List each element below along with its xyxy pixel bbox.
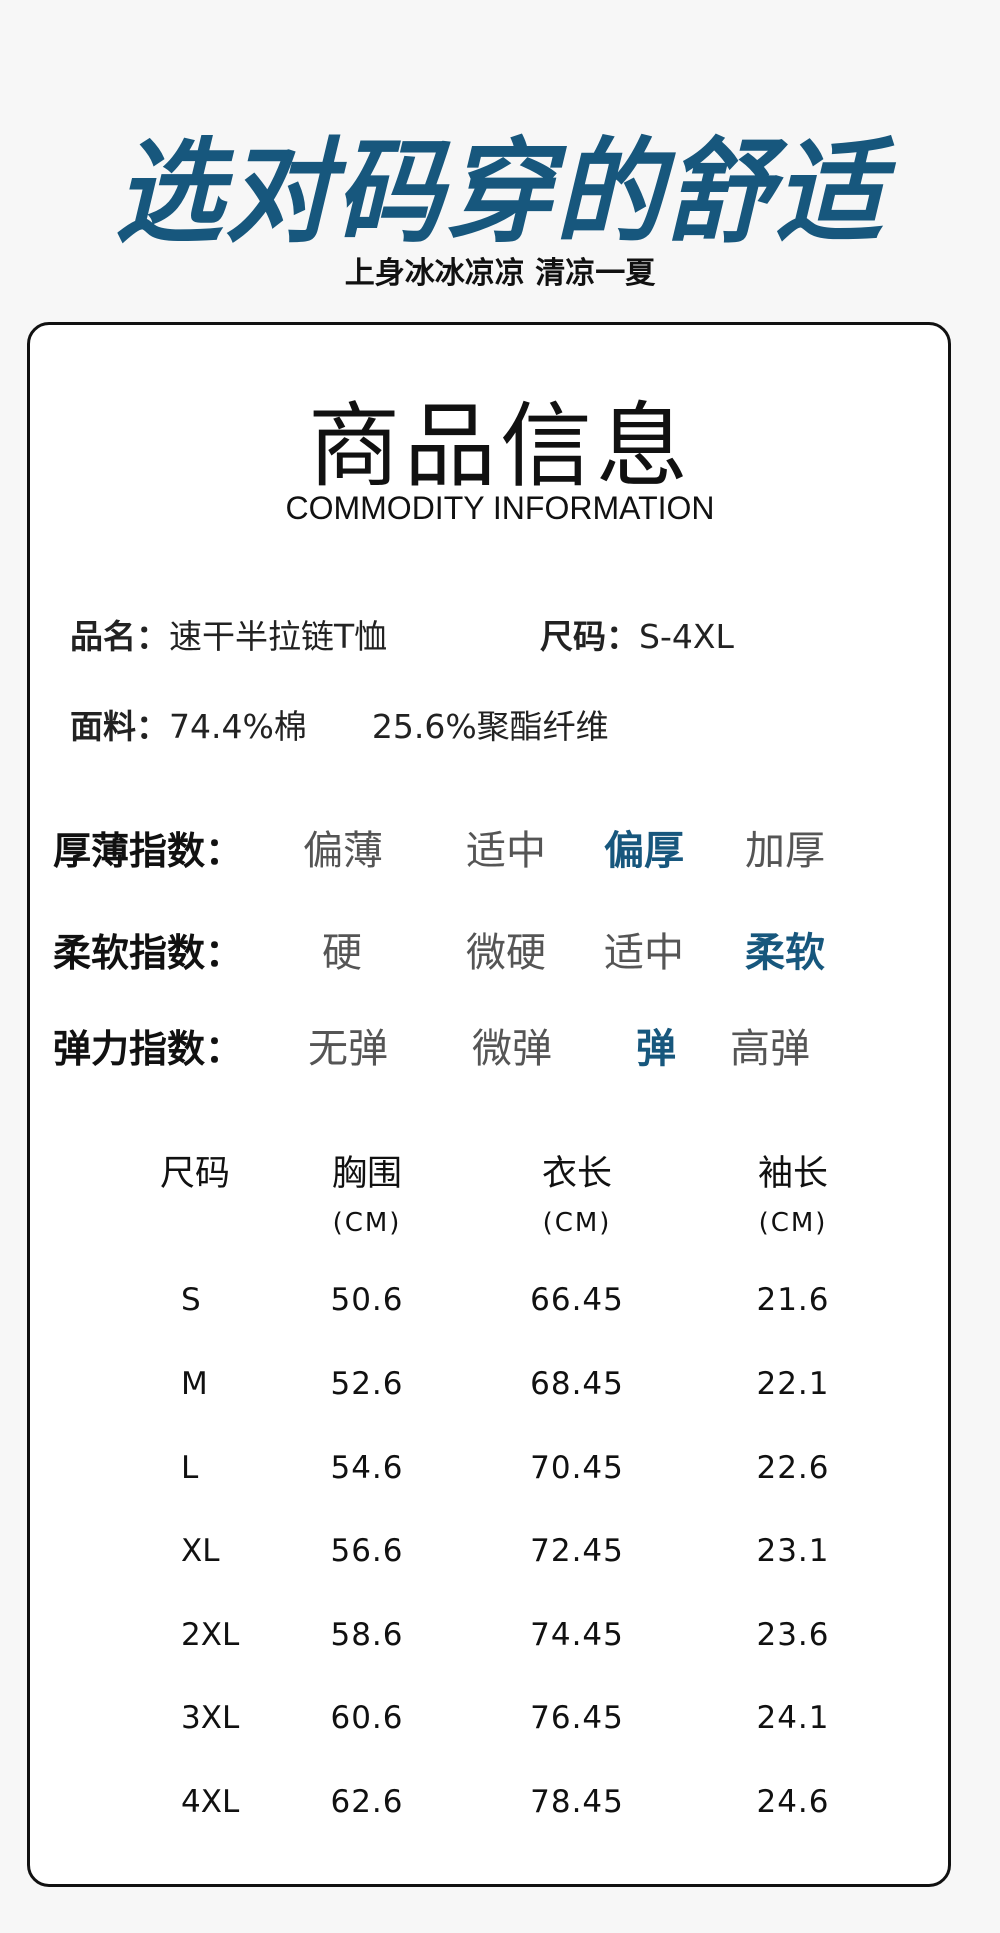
table-cell-size: S xyxy=(181,1282,201,1318)
index-label: 厚薄指数： xyxy=(53,829,244,873)
table-cell: 54.6 xyxy=(330,1450,404,1486)
fabric-label: 面料： xyxy=(70,707,169,746)
table-unit: (CM) xyxy=(332,1208,402,1238)
index-option: 适中 xyxy=(466,828,546,874)
table-unit: (CM) xyxy=(542,1208,612,1238)
table-cell: 70.45 xyxy=(530,1450,624,1486)
table-header: 胸围 xyxy=(331,1154,402,1194)
table-cell-size: M xyxy=(181,1366,208,1402)
table-cell: 66.45 xyxy=(530,1282,624,1318)
index-option-selected: 柔软 xyxy=(745,930,825,976)
index-option: 适中 xyxy=(604,930,684,976)
table-cell: 78.45 xyxy=(530,1784,624,1820)
table-cell: 76.45 xyxy=(530,1700,624,1736)
index-option: 高弹 xyxy=(730,1026,810,1072)
product-info-card xyxy=(27,322,951,1887)
table-cell: 23.6 xyxy=(756,1617,830,1653)
index-option: 微硬 xyxy=(466,930,546,976)
size-label: 尺码： xyxy=(540,617,639,656)
table-header: 袖长 xyxy=(757,1154,828,1194)
table-cell: 72.45 xyxy=(530,1533,624,1569)
subtitle: 上身冰冰凉凉 清凉一夏 xyxy=(344,256,656,291)
index-option: 偏薄 xyxy=(303,828,383,874)
table-cell: 24.6 xyxy=(756,1784,830,1820)
index-option-selected: 偏厚 xyxy=(604,828,684,874)
index-option: 微弹 xyxy=(472,1026,552,1072)
table-cell: 24.1 xyxy=(756,1700,830,1736)
table-cell: 21.6 xyxy=(756,1282,830,1318)
table-cell: 58.6 xyxy=(330,1617,404,1653)
product-fabric: 面料：74.4%棉 25.6%聚酯纤维 xyxy=(70,700,609,748)
fabric-value-1: 74.4%棉 xyxy=(169,707,307,746)
table-cell-size: L xyxy=(181,1450,199,1486)
table-cell: 74.45 xyxy=(530,1617,624,1653)
table-cell: 50.6 xyxy=(330,1282,404,1318)
table-header: 衣长 xyxy=(541,1154,612,1194)
card-title-en: COMMODITY INFORMATION xyxy=(285,490,715,526)
index-option: 加厚 xyxy=(745,828,825,874)
index-option: 无弹 xyxy=(308,1026,388,1072)
product-name: 品名：速干半拉链T恤 xyxy=(70,610,387,658)
index-label: 柔软指数： xyxy=(53,931,244,975)
table-cell: 22.6 xyxy=(756,1450,830,1486)
hero-title: 选对码穿的舒适 xyxy=(114,127,885,259)
table-cell: 23.1 xyxy=(756,1533,830,1569)
fabric-value-2: 25.6%聚酯纤维 xyxy=(371,707,609,746)
table-cell: 22.1 xyxy=(756,1366,830,1402)
table-cell: 68.45 xyxy=(530,1366,624,1402)
index-option-selected: 弹 xyxy=(636,1026,676,1072)
table-cell: 56.6 xyxy=(330,1533,404,1569)
index-option: 硬 xyxy=(322,930,362,976)
card-title: 商品信息 xyxy=(307,393,692,500)
table-cell-size: 4XL xyxy=(181,1784,240,1820)
table-unit: (CM) xyxy=(758,1208,828,1238)
table-cell: 52.6 xyxy=(330,1366,404,1402)
product-size: 尺码：S-4XL xyxy=(540,610,734,658)
name-value: 速干半拉链T恤 xyxy=(169,617,388,656)
size-value: S-4XL xyxy=(639,617,734,656)
table-cell: 60.6 xyxy=(330,1700,404,1736)
table-cell-size: 3XL xyxy=(181,1700,240,1736)
name-label: 品名： xyxy=(70,617,169,656)
index-label: 弹力指数： xyxy=(53,1027,244,1071)
table-header: 尺码 xyxy=(159,1154,230,1194)
table-cell-size: XL xyxy=(181,1533,220,1569)
table-cell-size: 2XL xyxy=(181,1617,240,1653)
table-cell: 62.6 xyxy=(330,1784,404,1820)
